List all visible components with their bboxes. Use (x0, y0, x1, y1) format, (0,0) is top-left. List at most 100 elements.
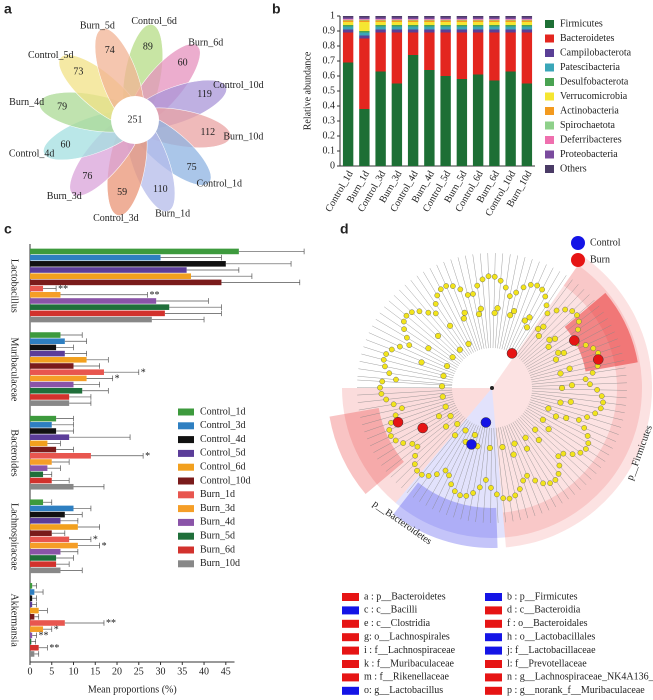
branch (531, 360, 625, 381)
branch (388, 300, 462, 363)
branch (363, 346, 454, 376)
node (477, 305, 484, 312)
bar-segment (456, 79, 468, 166)
legend-swatch (178, 449, 194, 457)
branch (531, 382, 627, 387)
biomarker-node (466, 439, 477, 450)
node (401, 318, 407, 325)
x-tick-label: 40 (199, 666, 209, 677)
node (499, 444, 506, 451)
legend-label: Control_4d (200, 434, 246, 445)
branch (429, 268, 474, 353)
x-axis-label: Mean proportions (%) (88, 684, 177, 695)
y-tick-label: Muribaculaceae (9, 337, 20, 401)
petal-name: Control_6d (131, 16, 177, 27)
branch (404, 284, 467, 358)
bar-segment (391, 16, 403, 18)
branch (531, 395, 625, 414)
node (388, 433, 394, 439)
node (409, 309, 415, 316)
branch (518, 418, 581, 491)
branch (385, 412, 461, 472)
branch (399, 289, 465, 360)
bar-segment (342, 62, 354, 166)
node (598, 393, 605, 399)
bar-segment (342, 19, 354, 20)
legend-label: Burn_6d (200, 544, 235, 555)
branch (525, 409, 606, 462)
branch (521, 414, 592, 480)
branch (375, 319, 458, 368)
bar-segment (391, 17, 403, 19)
bar-segment (456, 25, 468, 27)
bar (30, 394, 70, 400)
node (403, 312, 410, 319)
node (447, 322, 454, 329)
bar (30, 267, 187, 273)
node (377, 384, 383, 391)
petal-count: 60 (60, 140, 70, 151)
bar (30, 632, 33, 639)
bar-segment (505, 25, 516, 27)
legend-label: e : c__Clostridia (364, 618, 431, 629)
node (491, 273, 498, 280)
branch (511, 271, 561, 354)
node (569, 308, 576, 314)
legend-label: Firmicutes (560, 18, 603, 29)
node (507, 312, 514, 319)
node (416, 308, 423, 315)
legend-label: k : f__Muribaculaceae (364, 658, 455, 669)
node (552, 356, 559, 363)
branch (529, 401, 619, 435)
branch (416, 275, 470, 355)
node (434, 292, 441, 299)
node (440, 372, 447, 379)
node (545, 426, 552, 433)
branch (504, 425, 536, 517)
node (456, 346, 463, 353)
node (592, 410, 598, 417)
node (457, 492, 463, 499)
branch (526, 407, 610, 456)
bar-segment (375, 32, 386, 72)
node (582, 342, 589, 348)
legend-swatch (178, 491, 194, 499)
node (448, 481, 454, 488)
petal-name: Burn_1d (155, 208, 190, 219)
bar (30, 499, 44, 506)
bar-segment (407, 19, 419, 20)
branch (531, 392, 626, 406)
node (470, 291, 476, 297)
branch (529, 345, 621, 376)
petal-count: 112 (201, 127, 216, 138)
branch (453, 426, 481, 518)
bar-segment (407, 19, 419, 21)
node (522, 434, 529, 441)
legend-swatch (342, 593, 359, 601)
branch (522, 299, 595, 363)
bar-segment (440, 20, 451, 22)
branch (457, 257, 483, 350)
branch (505, 261, 540, 351)
bar-segment (440, 25, 451, 27)
node (383, 396, 390, 403)
node (443, 283, 449, 289)
node (463, 493, 470, 499)
branch (357, 389, 453, 396)
legend-swatch (545, 150, 554, 159)
node (545, 405, 552, 412)
bar-segment (375, 22, 386, 25)
bar (30, 387, 83, 394)
bar-segment (342, 16, 354, 18)
legend-swatch (545, 92, 554, 101)
branch (358, 394, 453, 411)
node (524, 324, 531, 331)
bar (30, 465, 48, 471)
bar-segment (440, 76, 451, 166)
bar-segment (359, 35, 370, 39)
bar-segment (456, 17, 468, 19)
branch (358, 368, 453, 383)
bar (30, 601, 33, 608)
node (454, 420, 461, 427)
bar (30, 638, 32, 645)
